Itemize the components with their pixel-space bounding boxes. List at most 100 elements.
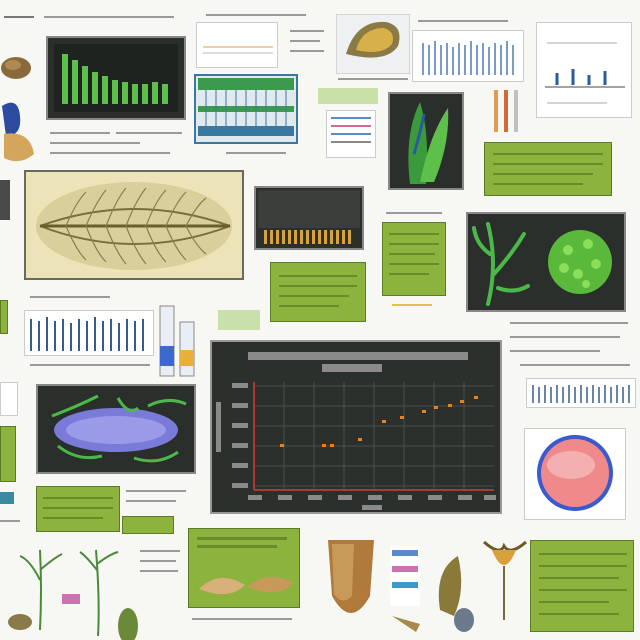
caption-line — [116, 132, 182, 134]
edge-fragment — [0, 300, 8, 334]
line-chart-graphic — [203, 46, 273, 54]
notes-line — [389, 273, 429, 275]
edge-fragment — [0, 382, 18, 416]
cell-illustration-panel — [36, 384, 196, 474]
caption-line — [418, 20, 508, 22]
leaf-cross-section-diagram — [24, 170, 244, 280]
leaf-icon — [408, 102, 449, 184]
notes-line — [43, 497, 113, 499]
notes-card — [122, 516, 174, 534]
legend-row — [331, 117, 371, 119]
seed-comparison-card — [188, 528, 300, 608]
caption-line — [290, 40, 320, 42]
caption-line — [50, 132, 110, 134]
seed-pod-icon — [438, 556, 474, 632]
notes-line — [539, 553, 627, 555]
orange-bar-thumbnail — [254, 186, 364, 250]
petri-dish-panel — [524, 428, 626, 520]
caption-line — [510, 350, 600, 352]
caption-line — [50, 152, 170, 154]
caption-line — [50, 142, 140, 144]
caption-line — [30, 364, 150, 366]
dot-chart-graphic — [545, 42, 625, 104]
scatter-plot-graphic — [212, 342, 500, 512]
flower-specimen-icon — [2, 102, 34, 162]
caption-line — [520, 364, 630, 366]
vertical-bar-graphic — [422, 41, 514, 75]
leaf-venation-graphic — [36, 182, 232, 270]
caption-line — [0, 520, 20, 522]
caption-line — [126, 490, 186, 492]
petri-dish-icon — [537, 435, 613, 511]
notes-line — [279, 285, 357, 287]
caption-line — [392, 304, 432, 306]
color-swatch — [392, 566, 418, 572]
caption-line — [338, 78, 408, 80]
notes-line — [389, 253, 435, 255]
notes-card — [484, 142, 612, 196]
notes-line — [279, 305, 339, 307]
notes-line — [539, 577, 619, 579]
legend-row — [331, 141, 371, 143]
bar-chart-thumbnail — [46, 36, 186, 120]
scatter-plot-panel — [210, 340, 502, 514]
bar-chart-graphic — [54, 44, 178, 112]
color-swatch — [392, 550, 418, 556]
seed-icon — [336, 14, 410, 74]
notes-line — [493, 163, 603, 165]
plant-morphology-graphic — [472, 222, 612, 306]
notes-line — [493, 173, 593, 175]
edge-fragment — [0, 180, 10, 220]
caption-line — [226, 152, 286, 154]
chart-subtitle-text — [322, 364, 382, 372]
legend-row — [331, 125, 371, 127]
gel-diagram — [194, 74, 298, 144]
caption-line — [140, 570, 178, 572]
edge-fragment — [0, 426, 16, 482]
header-text-line — [4, 16, 34, 18]
legend-row — [331, 133, 371, 135]
caption-line — [290, 50, 324, 52]
barcode-chart-graphic — [532, 385, 630, 403]
seed-icon — [1, 57, 31, 79]
notes-card — [270, 262, 366, 322]
vertical-bar-thumbnail — [412, 30, 524, 82]
plant-sprout-icon — [8, 549, 138, 640]
caption-line — [206, 14, 306, 16]
notes-line — [389, 233, 439, 235]
test-tubes-icon — [494, 90, 518, 132]
tool-icon — [392, 616, 420, 632]
caption-line — [386, 212, 442, 214]
notes-line — [493, 183, 583, 185]
notes-card — [382, 222, 446, 296]
notes-line — [493, 153, 603, 155]
caption-line — [510, 322, 628, 324]
notes-line — [279, 275, 357, 277]
notes-line — [539, 613, 619, 615]
notes-line — [539, 589, 627, 591]
seed-icon — [328, 540, 374, 613]
header-text-line — [44, 16, 174, 18]
color-swatch — [392, 582, 418, 588]
gel-graphic — [198, 78, 294, 136]
caption-line — [140, 560, 176, 562]
notes-line — [43, 507, 113, 509]
notes-line — [389, 243, 439, 245]
notes-line — [279, 295, 349, 297]
legend-block — [318, 88, 378, 104]
caption-line — [510, 336, 620, 338]
notes-line — [43, 517, 103, 519]
vials-icon — [159, 305, 195, 377]
plant-sprout-icon — [483, 540, 527, 620]
edge-fragment — [0, 492, 14, 504]
chart-title-text — [248, 352, 468, 360]
caption-line — [126, 500, 176, 502]
cell-graphic — [51, 394, 187, 463]
caption-line — [290, 30, 324, 32]
notes-card — [530, 540, 634, 632]
legend-table — [326, 110, 376, 158]
plant-morphology-panel — [466, 212, 626, 312]
notes-line — [539, 601, 609, 603]
dot-chart-thumbnail — [536, 22, 632, 118]
caption-line — [30, 296, 110, 298]
